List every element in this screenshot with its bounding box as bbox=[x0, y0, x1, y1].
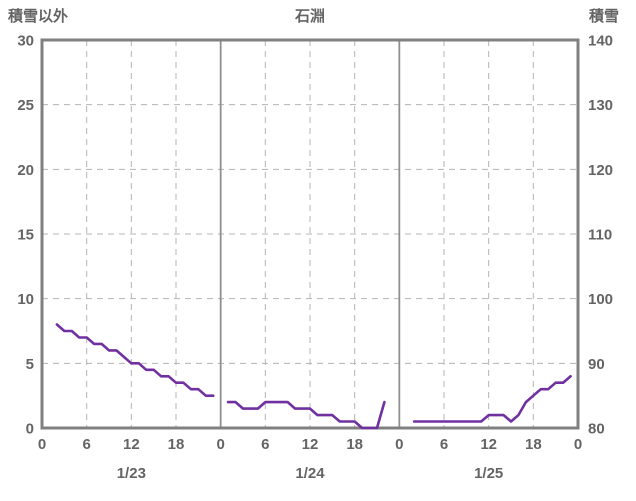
x-axis-tick-label: 0 bbox=[574, 436, 582, 453]
day-label: 1/24 bbox=[295, 465, 325, 482]
left-axis-tick-label: 25 bbox=[17, 97, 34, 114]
day-label: 1/23 bbox=[117, 465, 146, 482]
right-axis-tick-label: 130 bbox=[588, 97, 613, 114]
right-axis-tick-label: 110 bbox=[588, 227, 612, 244]
day-label: 1/25 bbox=[474, 465, 503, 482]
left-axis-tick-label: 20 bbox=[17, 162, 34, 179]
snow-depth-line bbox=[412, 374, 572, 423]
left-axis-tick-label: 30 bbox=[17, 33, 34, 50]
x-axis-tick-label: 12 bbox=[480, 436, 497, 453]
left-axis-title: 積雪以外 bbox=[8, 8, 69, 25]
left-axis-tick-label: 0 bbox=[26, 421, 34, 438]
right-axis-tick-label: 140 bbox=[588, 33, 613, 50]
right-axis-tick-label: 80 bbox=[588, 421, 605, 438]
right-axis-tick-label: 100 bbox=[588, 291, 613, 308]
x-axis-tick-label: 18 bbox=[346, 436, 363, 453]
snow-depth-line bbox=[55, 323, 215, 398]
x-axis-tick-label: 12 bbox=[302, 436, 319, 453]
left-axis-tick-label: 5 bbox=[26, 356, 34, 373]
x-axis-tick-label: 0 bbox=[395, 436, 403, 453]
left-axis-tick-label: 15 bbox=[17, 227, 34, 244]
right-axis-title: 積雪 bbox=[589, 8, 620, 25]
x-axis-tick-label: 6 bbox=[440, 436, 448, 453]
left-axis-tick-label: 10 bbox=[17, 291, 34, 308]
plot-border bbox=[40, 38, 580, 430]
x-axis-tick-label: 0 bbox=[216, 436, 224, 453]
x-axis-tick-label: 18 bbox=[525, 436, 542, 453]
x-axis-tick-label: 6 bbox=[82, 436, 90, 453]
x-axis-tick-label: 18 bbox=[168, 436, 185, 453]
right-axis-tick-label: 120 bbox=[588, 162, 613, 179]
right-axis-tick-label: 90 bbox=[588, 356, 605, 373]
snow-depth-line bbox=[226, 400, 386, 430]
x-axis-tick-label: 12 bbox=[123, 436, 140, 453]
station-title: 石淵 bbox=[294, 8, 326, 25]
x-axis-tick-label: 0 bbox=[38, 436, 46, 453]
x-axis-tick-label: 6 bbox=[261, 436, 269, 453]
